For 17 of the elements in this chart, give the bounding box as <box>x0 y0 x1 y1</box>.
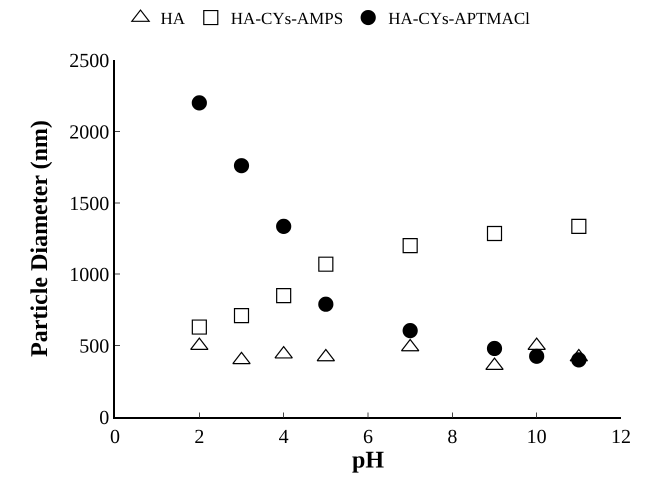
x-axis-title: pH <box>352 448 384 474</box>
legend-label: HA <box>160 9 186 28</box>
y-axis-title: Particle Diameter (nm) <box>26 120 53 357</box>
legend-label: HA-CYs-APTMACl <box>388 9 530 28</box>
x-tick-label: 2 <box>194 426 204 448</box>
y-tick-label: 500 <box>79 336 110 358</box>
x-tick-label: 4 <box>278 426 289 448</box>
y-tick-label: 0 <box>99 407 110 429</box>
y-tick-label: 2500 <box>69 50 110 72</box>
y-tick-label: 2000 <box>69 121 110 144</box>
y-tick-label: 1500 <box>69 192 110 215</box>
legend-label: HA-CYs-AMPS <box>230 9 344 28</box>
x-tick-label: 8 <box>447 426 458 448</box>
y-tick-label: 1000 <box>69 264 110 286</box>
x-tick-label: 12 <box>611 426 631 448</box>
x-tick-label: 6 <box>363 426 373 448</box>
x-tick-label: 10 <box>526 426 547 448</box>
